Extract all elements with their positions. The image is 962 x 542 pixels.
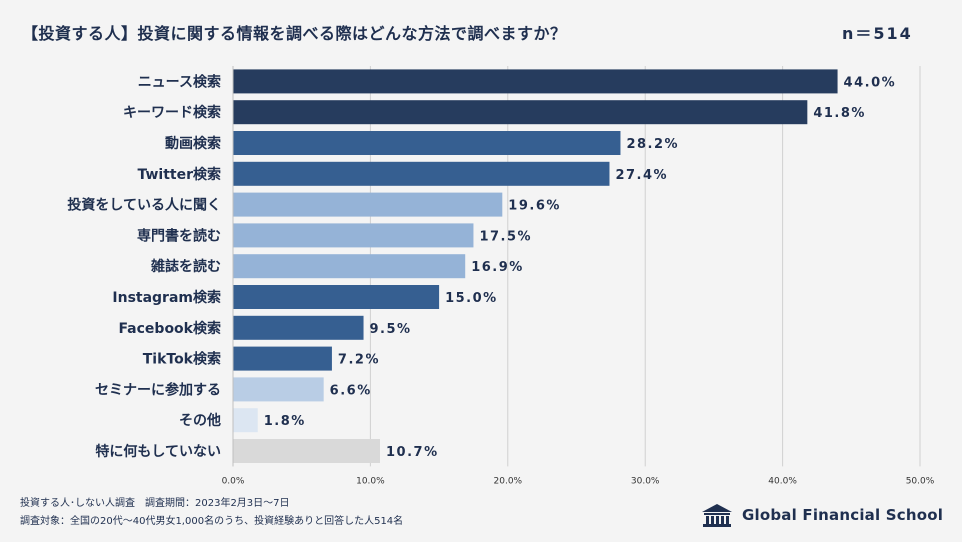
value-label: 9.5% — [370, 322, 412, 337]
category-label: その他 — [179, 412, 221, 429]
bar — [233, 408, 258, 433]
category-label: キーワード検索 — [123, 104, 221, 121]
value-label: 19.6% — [508, 199, 561, 214]
x-tick-label: 20.0% — [494, 476, 523, 486]
category-label: セミナーに参加する — [95, 381, 221, 398]
x-tick-label: 10.0% — [356, 476, 385, 486]
value-label: 27.4% — [615, 168, 668, 183]
category-label: 特に何もしていない — [95, 443, 221, 460]
x-tick-label: 40.0% — [768, 476, 797, 486]
bar — [233, 315, 364, 340]
category-label: ニュース検索 — [138, 73, 221, 90]
bar — [233, 192, 503, 217]
bar — [233, 161, 610, 186]
category-label: 雑誌を読む — [150, 258, 221, 275]
sample-size-label: n＝514 — [842, 24, 913, 43]
bar — [233, 69, 838, 94]
brand-name: Global Financial School — [742, 506, 944, 524]
value-label: 44.0% — [844, 75, 897, 90]
brand-logo: Global Financial School — [700, 502, 943, 528]
value-label: 15.0% — [445, 291, 498, 306]
category-label: Facebook検索 — [118, 320, 221, 337]
bar — [233, 254, 466, 279]
category-label: Instagram検索 — [112, 289, 221, 306]
value-label: 41.8% — [813, 106, 866, 121]
category-label: Twitter検索 — [137, 166, 221, 183]
value-label: 10.7% — [386, 445, 439, 460]
x-tick-label: 50.0% — [906, 476, 935, 486]
bar — [233, 285, 440, 309]
value-label: 28.2% — [626, 137, 679, 152]
survey-target-note: 調査対象：全国の20代～40代男女1,000名のうち、投資経験ありと回答した人5… — [20, 516, 404, 527]
bar — [233, 439, 381, 463]
bar — [233, 223, 474, 248]
category-label: 専門書を読む — [137, 227, 221, 244]
bar — [233, 346, 332, 371]
school-building-icon — [702, 504, 732, 527]
value-label: 6.6% — [330, 383, 372, 398]
survey-note: 投資する人･しない人調査 調査期間：2023年2月3日～7日 — [20, 498, 290, 509]
x-tick-label: 0.0% — [222, 476, 245, 486]
value-label: 1.8% — [264, 414, 306, 429]
value-label: 17.5% — [479, 229, 532, 244]
value-label: 16.9% — [471, 260, 524, 275]
value-label: 7.2% — [338, 353, 380, 368]
category-label: 投資をしている人に聞く — [67, 197, 221, 214]
x-tick-label: 30.0% — [631, 476, 660, 486]
chart-title: 【投資する人】投資に関する情報を調べる際はどんな方法で調べますか？ — [22, 24, 567, 43]
bar — [233, 377, 324, 402]
bar — [233, 100, 808, 125]
category-label: 動画検索 — [165, 135, 221, 152]
category-label: TikTok検索 — [143, 351, 221, 368]
bar — [233, 131, 621, 155]
